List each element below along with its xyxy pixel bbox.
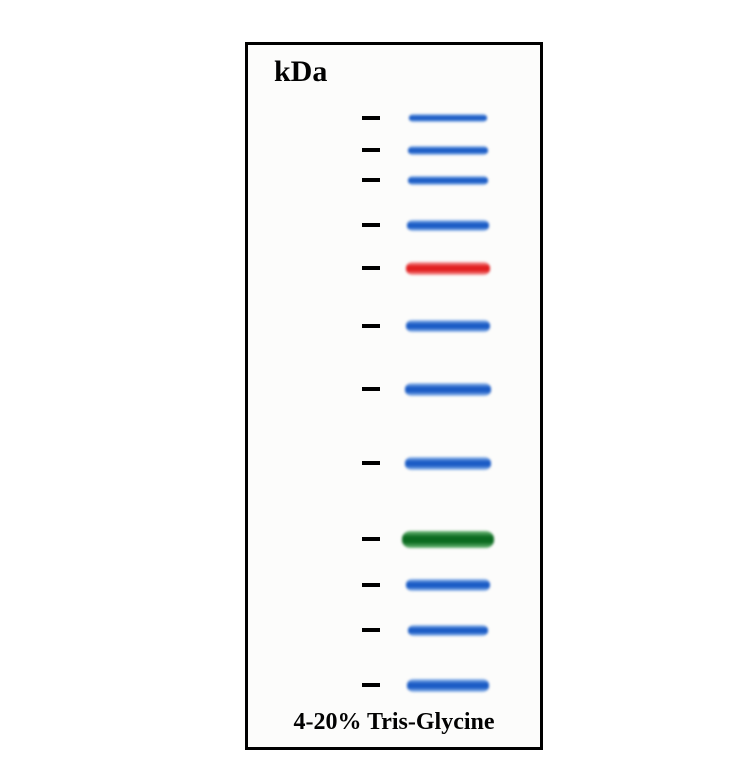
protein-band: [406, 579, 490, 591]
tick-mark: [362, 628, 380, 632]
tick-mark: [362, 583, 380, 587]
protein-band: [408, 625, 488, 636]
tick-mark: [362, 683, 380, 687]
protein-band: [407, 679, 489, 692]
protein-band: [408, 176, 488, 185]
tick-mark: [362, 537, 380, 541]
protein-band: [409, 114, 487, 122]
tick-mark: [362, 148, 380, 152]
tick-mark: [362, 387, 380, 391]
protein-band: [402, 531, 494, 548]
protein-band: [405, 383, 491, 396]
tick-mark: [362, 223, 380, 227]
protein-band: [406, 320, 490, 332]
tick-mark: [362, 116, 380, 120]
tick-mark: [362, 266, 380, 270]
gel-caption: 4-20% Tris-Glycine: [248, 709, 540, 736]
tick-mark: [362, 178, 380, 182]
gel-frame: kDa 2451801401007260453525201510 4-20% T…: [245, 42, 543, 750]
protein-band: [407, 220, 489, 231]
unit-label: kDa: [274, 55, 327, 89]
tick-mark: [362, 461, 380, 465]
protein-band: [408, 146, 488, 155]
protein-band: [406, 262, 490, 275]
protein-band: [405, 457, 491, 470]
tick-mark: [362, 324, 380, 328]
